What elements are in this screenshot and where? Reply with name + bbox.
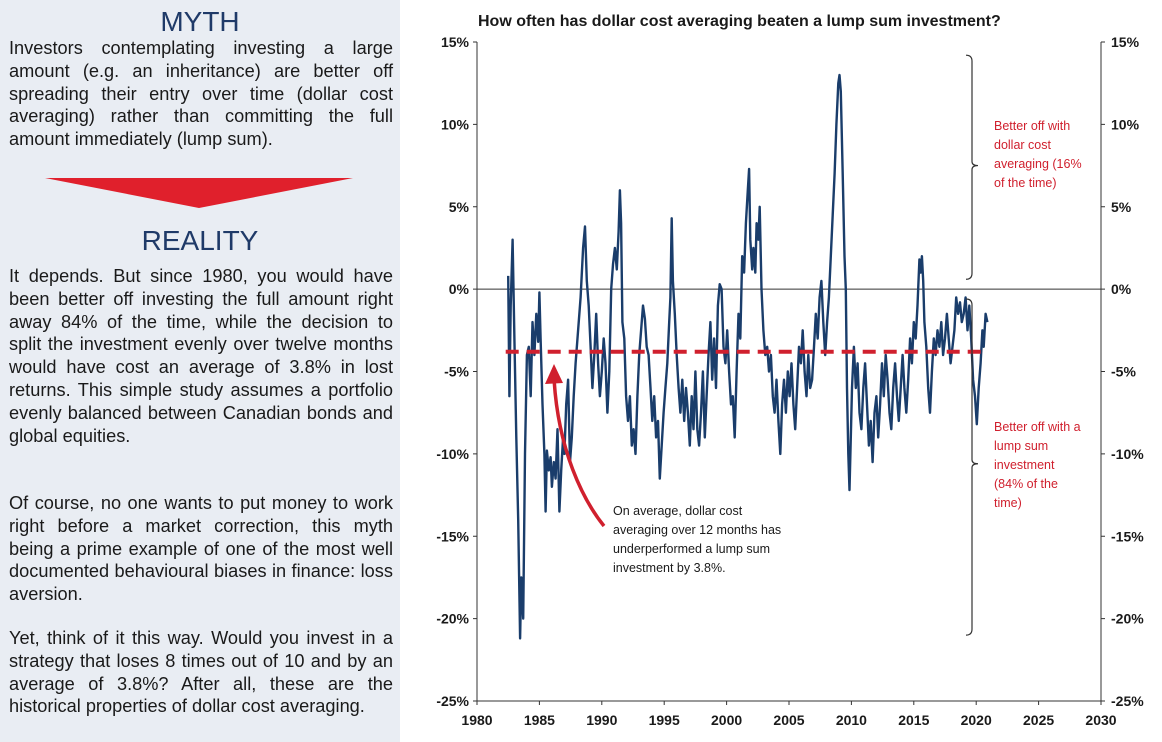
reality-paragraph-3: Yet, think of it this way. Would you inv… bbox=[9, 628, 393, 717]
reality-paragraph-2: Of course, no one wants to put money to … bbox=[9, 493, 393, 605]
y-tick-label-right: 5% bbox=[1111, 199, 1132, 215]
chart-title: How often has dollar cost averaging beat… bbox=[478, 13, 1001, 30]
upper-bracket bbox=[965, 54, 979, 280]
callout-arrow bbox=[552, 377, 606, 528]
upper-bracket-label: of the time) bbox=[994, 176, 1057, 190]
explanation-panel: MYTH Investors contemplating investing a… bbox=[0, 0, 400, 742]
y-tick-label-right: 0% bbox=[1111, 281, 1132, 297]
y-tick-label-right: -25% bbox=[1111, 693, 1144, 709]
callout-arrow-head bbox=[545, 364, 563, 384]
upper-bracket-label: averaging (16% bbox=[994, 157, 1082, 171]
y-tick-label-left: -25% bbox=[436, 693, 469, 709]
reality-heading: REALITY bbox=[141, 225, 259, 256]
x-tick-label: 1980 bbox=[461, 712, 492, 728]
y-tick-label-left: 0% bbox=[449, 281, 470, 297]
chart-panel: How often has dollar cost averaging beat… bbox=[408, 0, 1162, 742]
myth-heading: MYTH bbox=[160, 6, 240, 37]
y-tick-label-left: 5% bbox=[449, 199, 470, 215]
x-tick-label: 2010 bbox=[836, 712, 867, 728]
lower-bracket-label: Better off with a bbox=[994, 420, 1081, 434]
x-tick-label: 2025 bbox=[1023, 712, 1054, 728]
x-tick-label: 1990 bbox=[586, 712, 617, 728]
x-tick-label: 2000 bbox=[711, 712, 742, 728]
myth-text: Investors contemplating investing a larg… bbox=[9, 38, 393, 150]
y-tick-label-left: -10% bbox=[436, 446, 469, 462]
callout-text: investment by 3.8%. bbox=[613, 561, 726, 575]
callout-text: underperformed a lump sum bbox=[613, 542, 770, 556]
dca-vs-lump-sum-chart: How often has dollar cost averaging beat… bbox=[436, 13, 1144, 728]
y-tick-label-left: 10% bbox=[441, 116, 470, 132]
y-tick-label-right: 15% bbox=[1111, 34, 1140, 50]
x-tick-label: 1985 bbox=[524, 712, 555, 728]
lower-bracket-label: lump sum bbox=[994, 439, 1048, 453]
reality-paragraph-1: It depends. But since 1980, you would ha… bbox=[9, 266, 393, 446]
upper-bracket-label: dollar cost bbox=[994, 138, 1051, 152]
y-tick-label-right: -15% bbox=[1111, 528, 1144, 544]
y-tick-label-left: -15% bbox=[436, 528, 469, 544]
callout-text: averaging over 12 months has bbox=[613, 523, 781, 537]
upper-bracket-label: Better off with bbox=[994, 119, 1070, 133]
y-tick-label-left: -20% bbox=[436, 611, 469, 627]
y-tick-label-right: -10% bbox=[1111, 446, 1144, 462]
lower-bracket-label: (84% of the bbox=[994, 477, 1058, 491]
x-tick-label: 2030 bbox=[1085, 712, 1116, 728]
lower-bracket-label: time) bbox=[994, 496, 1022, 510]
lower-bracket-label: investment bbox=[994, 458, 1055, 472]
x-tick-label: 2005 bbox=[773, 712, 804, 728]
y-tick-label-left: -5% bbox=[444, 364, 469, 380]
dca-relative-return-line bbox=[507, 73, 989, 640]
y-tick-label-left: 15% bbox=[441, 34, 470, 50]
y-tick-label-right: -20% bbox=[1111, 611, 1144, 627]
x-tick-label: 2020 bbox=[961, 712, 992, 728]
y-tick-label-right: -5% bbox=[1111, 364, 1136, 380]
y-tick-label-right: 10% bbox=[1111, 116, 1140, 132]
lower-bracket bbox=[965, 298, 979, 636]
down-arrow-icon bbox=[45, 178, 353, 208]
callout-text: On average, dollar cost bbox=[613, 504, 743, 518]
x-tick-label: 2015 bbox=[898, 712, 929, 728]
x-tick-label: 1995 bbox=[649, 712, 680, 728]
